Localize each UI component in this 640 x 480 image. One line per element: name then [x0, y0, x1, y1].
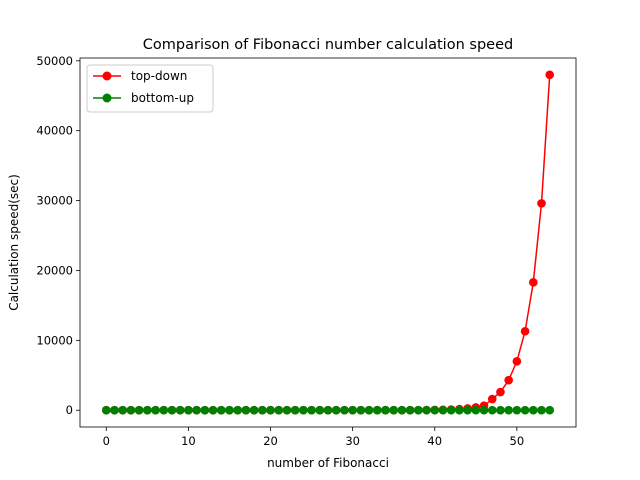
data-point-bottom-up: [282, 405, 292, 415]
legend-marker-bottom-up: [102, 93, 112, 103]
legend: top-down bottom-up: [86, 64, 214, 113]
data-point-bottom-up: [372, 405, 382, 415]
data-point-bottom-up: [381, 405, 390, 415]
data-point-top-down: [504, 375, 513, 385]
data-point-top-down: [545, 70, 555, 80]
x-axis-label: number of Fibonacci: [267, 456, 389, 470]
data-point-bottom-up: [348, 405, 357, 415]
data-point-bottom-up: [241, 405, 251, 415]
data-point-bottom-up: [545, 405, 555, 415]
y-tick-label: 0: [66, 403, 73, 417]
data-point-bottom-up: [364, 405, 374, 415]
x-tick-label: 10: [181, 434, 196, 448]
data-point-bottom-up: [307, 405, 316, 415]
axis-ticks: 0 10 20 30 40 50 0 10000 20000 30000 40000 50000: [36, 54, 524, 448]
x-tick-label: 30: [345, 434, 360, 448]
data-point-bottom-up: [471, 405, 481, 415]
data-point-bottom-up: [422, 405, 431, 415]
data-point-bottom-up: [340, 405, 349, 415]
data-point-bottom-up: [126, 405, 136, 415]
y-tick-label: 30000: [36, 194, 73, 208]
data-point-bottom-up: [134, 405, 144, 415]
data-point-bottom-up: [438, 405, 448, 415]
data-point-bottom-up: [192, 405, 201, 415]
data-point-top-down: [512, 357, 522, 366]
data-point-bottom-up: [249, 405, 259, 415]
data-point-bottom-up: [520, 405, 530, 415]
data-point-bottom-up: [504, 405, 513, 415]
x-tick-label: 0: [103, 434, 110, 448]
data-point-bottom-up: [266, 405, 275, 415]
data-point-bottom-up: [528, 405, 538, 415]
chart-title: Comparison of Fibonacci number calculati…: [143, 37, 513, 53]
data-point-bottom-up: [397, 405, 407, 415]
plot-frame: [79, 57, 577, 428]
data-point-bottom-up: [274, 405, 284, 415]
x-tick-label: 40: [427, 434, 442, 448]
y-tick-label: 40000: [36, 124, 73, 138]
y-tick-label: 20000: [36, 263, 73, 277]
data-point-bottom-up: [430, 405, 440, 415]
data-point-bottom-up: [167, 405, 177, 415]
data-point-bottom-up: [184, 405, 193, 415]
data-point-bottom-up: [414, 405, 423, 415]
data-point-bottom-up: [110, 405, 119, 415]
data-point-bottom-up: [290, 405, 300, 415]
data-point-bottom-up: [331, 405, 341, 415]
data-point-top-down: [496, 387, 505, 397]
data-point-bottom-up: [405, 405, 415, 415]
data-point-bottom-up: [216, 405, 226, 415]
data-point-bottom-up: [323, 405, 333, 415]
data-point-bottom-up: [389, 405, 398, 415]
data-point-bottom-up: [496, 405, 505, 415]
data-point-bottom-up: [233, 405, 242, 415]
data-point-bottom-up: [151, 405, 160, 415]
data-point-bottom-up: [299, 405, 308, 415]
data-point-bottom-up: [118, 405, 128, 415]
data-point-top-down: [487, 394, 497, 404]
data-point-bottom-up: [175, 405, 185, 415]
plot-area: [101, 70, 555, 415]
y-axis-label: Calculation speed(sec): [7, 174, 21, 311]
legend-marker-top-down: [102, 71, 112, 81]
data-point-bottom-up: [356, 405, 366, 415]
data-point-bottom-up: [200, 405, 210, 415]
x-tick-label: 50: [510, 434, 525, 448]
data-point-bottom-up: [537, 405, 546, 415]
data-point-bottom-up: [208, 405, 218, 415]
y-tick-label: 10000: [36, 333, 73, 347]
data-point-bottom-up: [463, 405, 472, 415]
data-point-bottom-up: [258, 405, 267, 415]
data-point-bottom-up: [512, 405, 522, 415]
data-point-bottom-up: [143, 405, 152, 415]
data-point-top-down: [520, 326, 530, 336]
data-point-bottom-up: [487, 405, 497, 415]
y-tick-label: 50000: [36, 54, 73, 68]
data-point-bottom-up: [446, 405, 456, 415]
x-tick-label: 20: [263, 434, 278, 448]
data-point-bottom-up: [315, 405, 325, 415]
data-point-bottom-up: [225, 405, 234, 415]
data-point-bottom-up: [101, 405, 111, 415]
data-point-top-down: [537, 199, 546, 208]
data-point-bottom-up: [455, 405, 464, 415]
data-point-top-down: [528, 278, 538, 287]
legend-label-top-down: top-down: [131, 69, 187, 83]
legend-label-bottom-up: bottom-up: [131, 91, 194, 105]
data-point-bottom-up: [479, 405, 489, 415]
data-point-bottom-up: [159, 405, 169, 415]
